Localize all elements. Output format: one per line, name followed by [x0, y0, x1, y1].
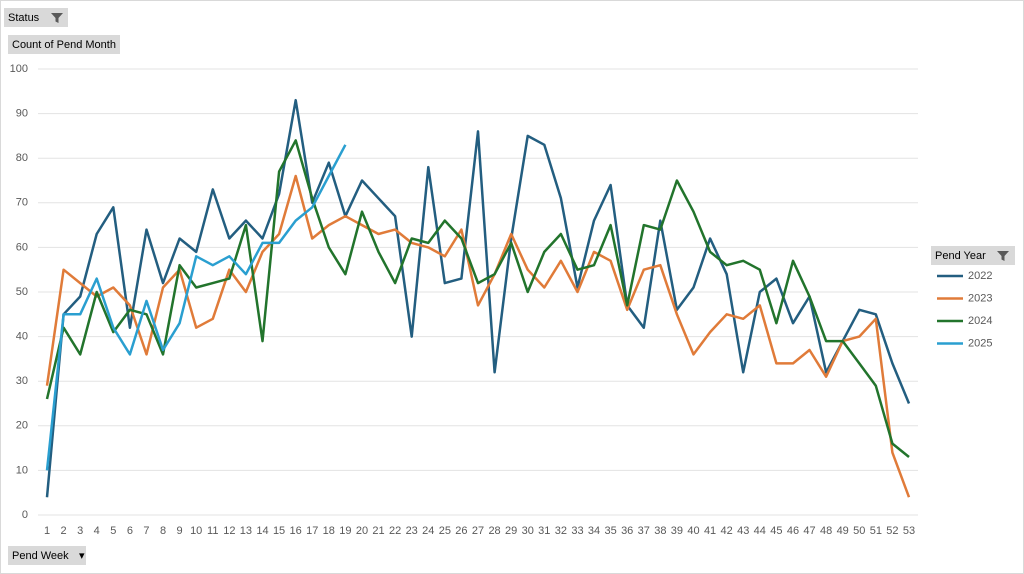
x-tick-label: 35 [604, 525, 616, 537]
x-tick-label: 33 [571, 525, 583, 537]
x-tick-label: 46 [787, 525, 799, 537]
x-tick-label: 16 [290, 525, 302, 537]
x-tick-label: 42 [721, 525, 733, 537]
legend-entry: 2025 [968, 337, 992, 349]
y-tick-label: 30 [16, 375, 28, 387]
x-tick-label: 15 [273, 525, 285, 537]
y-tick-label: 20 [16, 420, 28, 432]
y-tick-label: 90 [16, 108, 28, 120]
x-tick-label: 17 [306, 525, 318, 537]
x-tick-label: 30 [522, 525, 534, 537]
x-tick-label: 1 [44, 525, 50, 537]
x-tick-label: 25 [439, 525, 451, 537]
legend-entry: 2022 [968, 270, 992, 282]
x-tick-label: 10 [190, 525, 202, 537]
x-tick-label: 50 [853, 525, 865, 537]
legend-entry: 2024 [968, 315, 992, 327]
x-tick-label: 20 [356, 525, 368, 537]
x-tick-label: 12 [223, 525, 235, 537]
x-tick-label: 18 [323, 525, 335, 537]
x-tick-label: 14 [256, 525, 268, 537]
x-tick-label: 45 [770, 525, 782, 537]
y-tick-label: 50 [16, 286, 28, 298]
x-tick-label: 7 [143, 525, 149, 537]
filter-label: Status [8, 12, 40, 24]
x-tick-label: 3 [77, 525, 83, 537]
y-tick-label: 80 [16, 152, 28, 164]
x-tick-label: 6 [127, 525, 133, 537]
values-label: Count of Pend Month [12, 39, 116, 51]
y-tick-label: 70 [16, 197, 28, 209]
values-button [8, 35, 120, 54]
x-tick-label: 21 [372, 525, 384, 537]
x-tick-label: 29 [505, 525, 517, 537]
x-tick-label: 31 [538, 525, 550, 537]
x-tick-label: 22 [389, 525, 401, 537]
legend-button[interactable] [931, 246, 1015, 265]
x-tick-label: 40 [687, 525, 699, 537]
x-tick-label: 39 [671, 525, 683, 537]
x-tick-label: 49 [837, 525, 849, 537]
series-line [45, 144, 347, 471]
x-tick-label: 51 [870, 525, 882, 537]
x-tick-label: 19 [339, 525, 351, 537]
x-tick-label: 53 [903, 525, 915, 537]
x-tick-label: 37 [638, 525, 650, 537]
x-tick-label: 2 [61, 525, 67, 537]
x-tick-label: 13 [240, 525, 252, 537]
series-line [45, 174, 911, 498]
y-tick-label: 60 [16, 241, 28, 253]
filter-button[interactable] [4, 8, 68, 27]
axis-button[interactable] [8, 546, 86, 565]
x-tick-label: 24 [422, 525, 434, 537]
x-tick-label: 48 [820, 525, 832, 537]
x-tick-label: 34 [588, 525, 600, 537]
x-tick-label: 36 [621, 525, 633, 537]
x-tick-label: 5 [110, 525, 116, 537]
axis-dropdown: ▾ [79, 550, 85, 562]
y-tick-label: 0 [22, 509, 28, 521]
x-tick-label: 44 [754, 525, 766, 537]
x-tick-label: 27 [472, 525, 484, 537]
y-tick-label: 100 [10, 63, 28, 75]
x-tick-label: 11 [207, 525, 218, 537]
x-tick-label: 43 [737, 525, 749, 537]
x-tick-label: 28 [488, 525, 500, 537]
y-tick-label: 40 [16, 331, 28, 343]
legend-filter-icon [997, 251, 1009, 261]
x-tick-label: 9 [177, 525, 183, 537]
x-tick-label: 8 [160, 525, 166, 537]
y-tick-label: 10 [16, 464, 28, 476]
x-tick-label: 47 [803, 525, 815, 537]
legend-label: Pend Year [935, 250, 986, 262]
x-tick-label: 38 [654, 525, 666, 537]
x-tick-label: 32 [555, 525, 567, 537]
x-tick-label: 26 [455, 525, 467, 537]
axis-label: Pend Week [12, 550, 69, 562]
filter-icon [51, 13, 63, 23]
legend-entry: 2023 [968, 292, 992, 304]
x-tick-label: 52 [886, 525, 898, 537]
x-tick-label: 41 [704, 525, 716, 537]
x-tick-label: 23 [406, 525, 418, 537]
x-tick-label: 4 [94, 525, 100, 537]
